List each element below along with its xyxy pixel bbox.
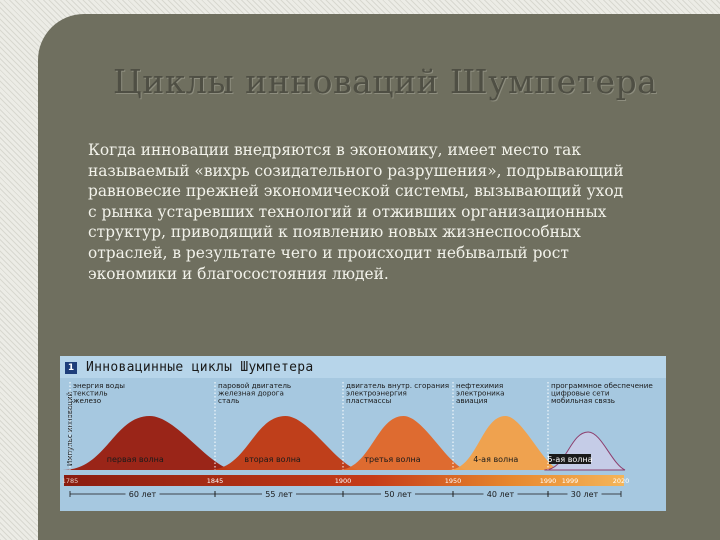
wave-5-shape: [544, 431, 626, 471]
year-tick-2020: 2020: [613, 477, 630, 485]
wave-3-shape: [337, 416, 467, 470]
figure-header: 1 Инновацинные циклы Шумпетера: [60, 356, 666, 378]
duration-5-label: 30 лет: [571, 490, 599, 499]
year-tick-1950: 1950: [445, 477, 462, 485]
wave-5-innovation-3: мобильная связь: [551, 396, 615, 405]
duration-5-label-bg: [567, 489, 602, 499]
wave-1-name: первая волна: [107, 455, 164, 464]
wave-5-innovation-2: цифровые сети: [551, 389, 610, 398]
wave-4-name: 4-ая волна: [473, 455, 518, 464]
figure-title: Инновацинные циклы Шумпетера: [86, 360, 314, 375]
wave-2-shape: [208, 416, 359, 470]
duration-1-label-bg: [125, 489, 160, 499]
wave-3-name: третья волна: [364, 455, 420, 464]
wave-4-innovation-1: нефтехимия: [456, 381, 503, 390]
wave-4-innovation-2: электроника: [456, 389, 505, 398]
schumpeter-cycles-figure: 1 Инновацинные циклы Шумпетера Импульс и…: [60, 356, 666, 511]
wave-1-shape: [62, 416, 233, 470]
duration-2-label: 55 лет: [265, 490, 293, 499]
figure-number: 1: [65, 362, 77, 374]
year-tick-1785: 1785: [62, 477, 79, 485]
duration-3-label: 50 лет: [384, 490, 412, 499]
wave-5-label-box: [549, 454, 591, 464]
duration-4-label-bg: [483, 489, 518, 499]
wave-2-innovation-3: сталь: [218, 396, 239, 405]
duration-3-label-bg: [381, 489, 415, 499]
year-tick-1900: 1900: [335, 477, 352, 485]
wave-4-innovation-3: авиация: [456, 396, 488, 405]
wave-3-innovation-1: двигатель внутр. сгорания: [346, 381, 449, 390]
duration-4-label: 40 лет: [487, 490, 515, 499]
wave-5-innovation-1: программное обеспечение: [551, 381, 653, 390]
timeline-band: [64, 475, 624, 486]
duration-2-label-bg: [262, 489, 296, 499]
wave-5-name: 5-ая волна: [547, 455, 592, 464]
wave-1-innovation-1: энергия воды: [73, 381, 125, 390]
wave-2-innovation-2: железная дорога: [218, 389, 284, 398]
wave-2-innovation-1: паровой двигатель: [218, 381, 291, 390]
wave-2-name: вторая волна: [244, 455, 301, 464]
year-tick-1999: 1999: [562, 477, 579, 485]
wave-1-innovation-3: железо: [73, 396, 101, 405]
wave-4-shape: [448, 416, 560, 470]
wave-1-innovation-2: текстиль: [73, 389, 108, 398]
year-tick-1845: 1845: [207, 477, 224, 485]
wave-3-innovation-2: электроэнергия: [346, 389, 407, 398]
slide-title: Циклы инноваций Шумпетера: [113, 62, 658, 101]
duration-1-label: 60 лет: [129, 490, 157, 499]
chart-area: Импульс инноваций энергия воды текстиль же…: [60, 378, 666, 511]
wave-3-innovation-3: пластмассы: [346, 396, 392, 405]
year-tick-1990: 1990: [540, 477, 557, 485]
slide-body-text: Когда инновации внедряются в экономику, …: [88, 141, 624, 283]
